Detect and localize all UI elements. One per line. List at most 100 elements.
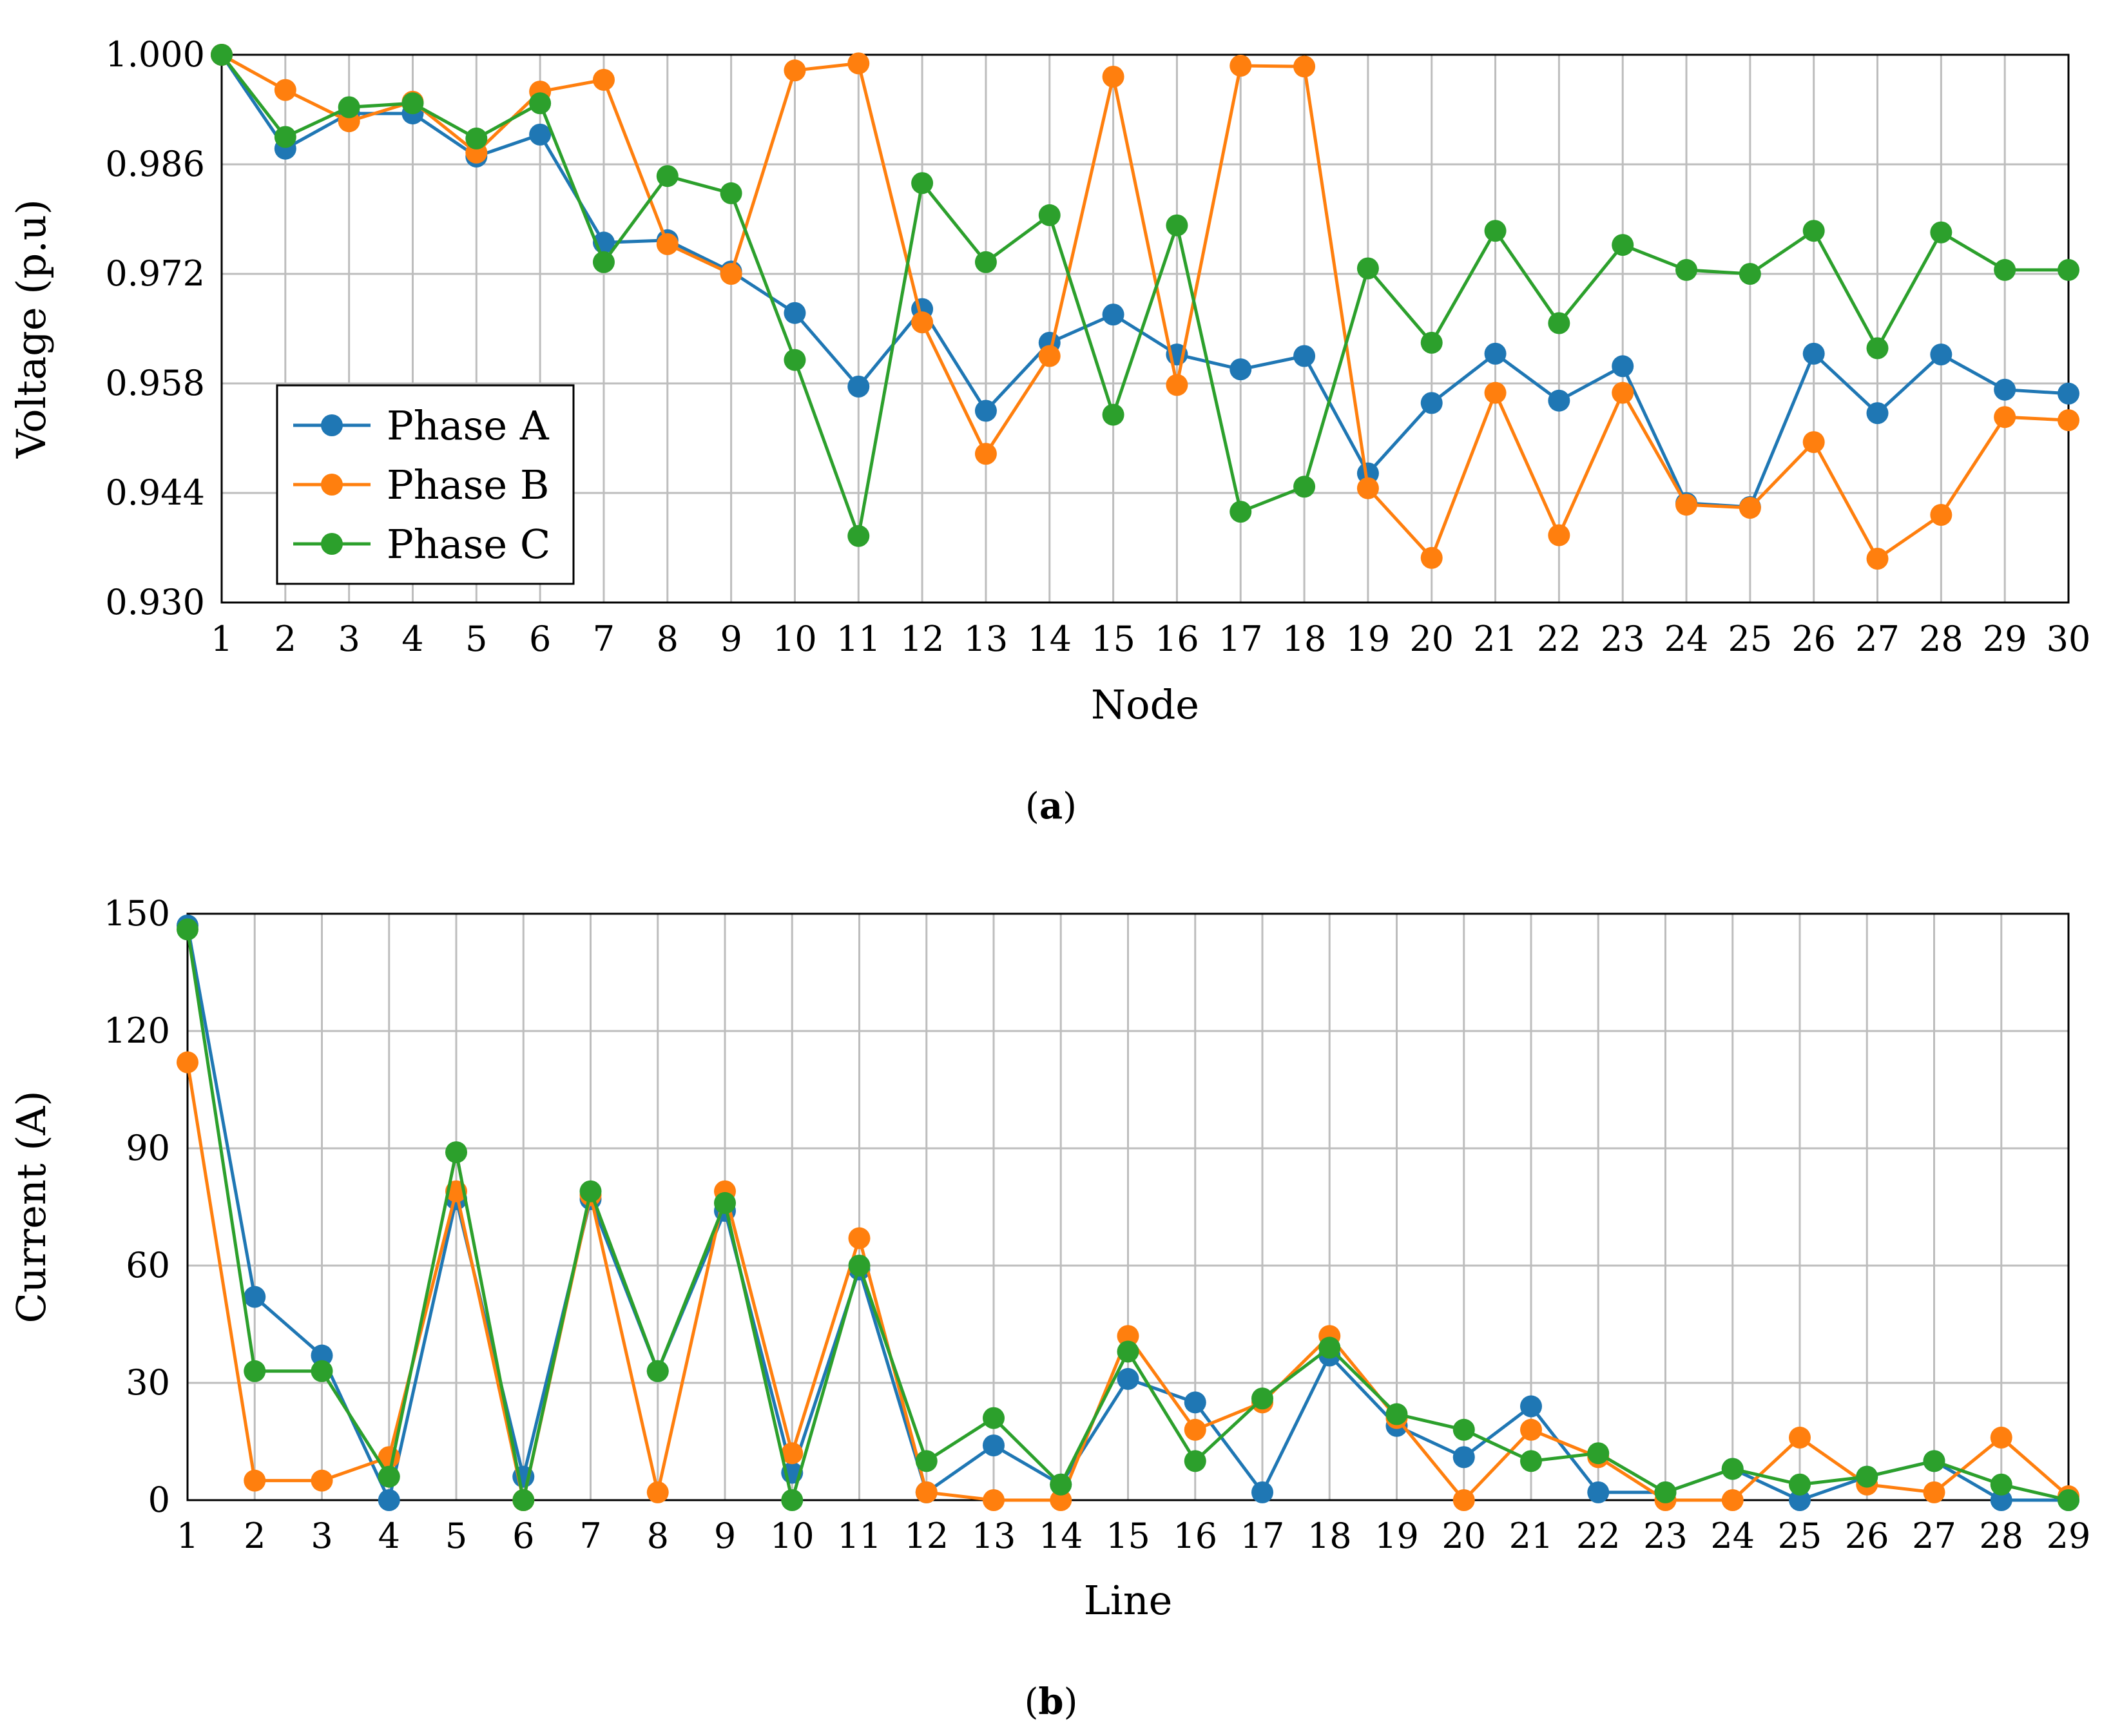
current-x-tick-label: 7 xyxy=(579,1516,601,1556)
current-data-point xyxy=(1789,1474,1811,1496)
voltage-caption-part: a xyxy=(1039,785,1063,827)
current-y-tick-label: 90 xyxy=(126,1128,170,1168)
current-data-point xyxy=(1722,1458,1744,1480)
voltage-x-tick-label: 19 xyxy=(1346,619,1391,659)
current-data-point xyxy=(781,1489,803,1511)
current-data-point xyxy=(311,1360,333,1382)
voltage-data-point xyxy=(2058,383,2079,405)
voltage-data-point xyxy=(1166,215,1188,236)
voltage-data-point xyxy=(911,311,933,333)
current-data-point xyxy=(1991,1474,2012,1496)
figure: 1 2 3 4 5 6 7 8 9 10 11 12 13 14 15 16 17 18 19 20 21 22 23 24 2… xyxy=(0,0,2102,1733)
voltage-data-point xyxy=(1421,547,1443,569)
voltage-caption: (a) xyxy=(1025,785,1077,827)
voltage-data-point xyxy=(401,92,423,114)
voltage-data-point xyxy=(1103,404,1124,426)
current-data-point xyxy=(1251,1387,1273,1409)
voltage-data-point xyxy=(1867,402,1889,424)
current-x-tick-label: 2 xyxy=(244,1516,265,1556)
voltage-data-point xyxy=(1612,234,1634,256)
voltage-data-point xyxy=(1994,259,2016,281)
current-data-point xyxy=(244,1470,265,1492)
current-data-point xyxy=(983,1489,1005,1511)
voltage-data-point xyxy=(847,525,869,547)
current-data-point xyxy=(1117,1340,1139,1362)
current-data-point xyxy=(1453,1419,1475,1441)
current-data-point xyxy=(714,1192,736,1214)
voltage-data-point xyxy=(784,349,805,371)
voltage-x-axis-label: Node xyxy=(1091,681,1199,728)
voltage-x-tick-label: 30 xyxy=(2047,619,2091,659)
voltage-x-tick-label: 9 xyxy=(720,619,742,659)
voltage-data-point xyxy=(1103,304,1124,325)
current-x-tick-label: 9 xyxy=(714,1516,736,1556)
current-caption-part: b xyxy=(1038,1681,1063,1723)
voltage-data-point xyxy=(975,443,997,465)
voltage-data-point xyxy=(1930,343,1952,365)
voltage-x-tick-label: 1 xyxy=(211,619,233,659)
current-x-tick-label: 5 xyxy=(445,1516,467,1556)
voltage-data-point xyxy=(1548,313,1570,334)
voltage-x-tick-label: 12 xyxy=(900,619,945,659)
voltage-data-point xyxy=(1293,476,1315,497)
voltage-data-point xyxy=(784,302,805,324)
voltage-x-tick-label: 17 xyxy=(1219,619,1263,659)
voltage-data-point xyxy=(1803,431,1825,453)
current-x-tick-label: 18 xyxy=(1307,1516,1352,1556)
voltage-data-point xyxy=(1485,382,1507,404)
voltage-data-point xyxy=(1485,220,1507,242)
current-x-tick-label: 22 xyxy=(1576,1516,1621,1556)
current-data-point xyxy=(849,1255,871,1277)
current-x-tick-label: 6 xyxy=(512,1516,534,1556)
current-caption-part: ) xyxy=(1064,1681,1078,1723)
voltage-data-point xyxy=(1867,548,1889,570)
voltage-x-tick-label: 27 xyxy=(1855,619,1900,659)
voltage-x-tick-label: 5 xyxy=(465,619,487,659)
voltage-y-tick-label: 0.958 xyxy=(105,363,205,403)
voltage-data-point xyxy=(1739,263,1761,285)
current-x-tick-label: 4 xyxy=(378,1516,400,1556)
voltage-data-point xyxy=(593,69,615,91)
voltage-data-point xyxy=(1166,374,1188,396)
current-data-point xyxy=(1587,1442,1609,1464)
voltage-data-point xyxy=(975,400,997,422)
current-x-tick-label: 17 xyxy=(1240,1516,1285,1556)
voltage-x-tick-label: 23 xyxy=(1601,619,1645,659)
voltage-data-point xyxy=(465,128,487,149)
voltage-data-point xyxy=(338,96,360,118)
voltage-y-tick-label: 0.972 xyxy=(105,253,205,294)
current-data-point xyxy=(244,1360,265,1382)
current-x-tick-label: 21 xyxy=(1509,1516,1554,1556)
voltage-data-point xyxy=(1229,55,1251,77)
voltage-x-tick-label: 3 xyxy=(338,619,360,659)
voltage-data-point xyxy=(1803,220,1825,242)
current-data-point xyxy=(1453,1446,1475,1468)
current-x-tick-label: 15 xyxy=(1106,1516,1150,1556)
current-data-point xyxy=(647,1481,669,1503)
current-data-point xyxy=(1184,1450,1206,1472)
voltage-x-tick-label: 29 xyxy=(1983,619,2027,659)
legend-label: Phase A xyxy=(387,402,550,449)
current-x-tick-label: 12 xyxy=(904,1516,949,1556)
current-data-point xyxy=(1117,1368,1139,1390)
voltage-x-tick-label: 11 xyxy=(836,619,881,659)
current-data-point xyxy=(983,1407,1005,1429)
legend-label: Phase C xyxy=(387,521,550,568)
voltage-x-tick-label: 25 xyxy=(1728,619,1773,659)
voltage-data-point xyxy=(1930,504,1952,526)
current-data-point xyxy=(1386,1403,1408,1425)
voltage-data-point xyxy=(1421,332,1443,354)
voltage-x-tick-label: 20 xyxy=(1409,619,1454,659)
current-x-tick-label: 25 xyxy=(1778,1516,1822,1556)
current-data-point xyxy=(1789,1427,1811,1449)
voltage-data-point xyxy=(1612,355,1634,377)
current-data-point xyxy=(1251,1481,1273,1503)
voltage-data-point xyxy=(975,251,997,273)
current-data-point xyxy=(445,1141,467,1163)
voltage-data-point xyxy=(911,172,933,194)
current-y-tick-label: 60 xyxy=(126,1245,170,1286)
voltage-y-axis-label: Voltage (p.u) xyxy=(8,199,55,459)
current-y-tick-label: 120 xyxy=(104,1010,170,1051)
voltage-data-point xyxy=(1357,258,1379,280)
current-data-point xyxy=(177,1052,198,1074)
